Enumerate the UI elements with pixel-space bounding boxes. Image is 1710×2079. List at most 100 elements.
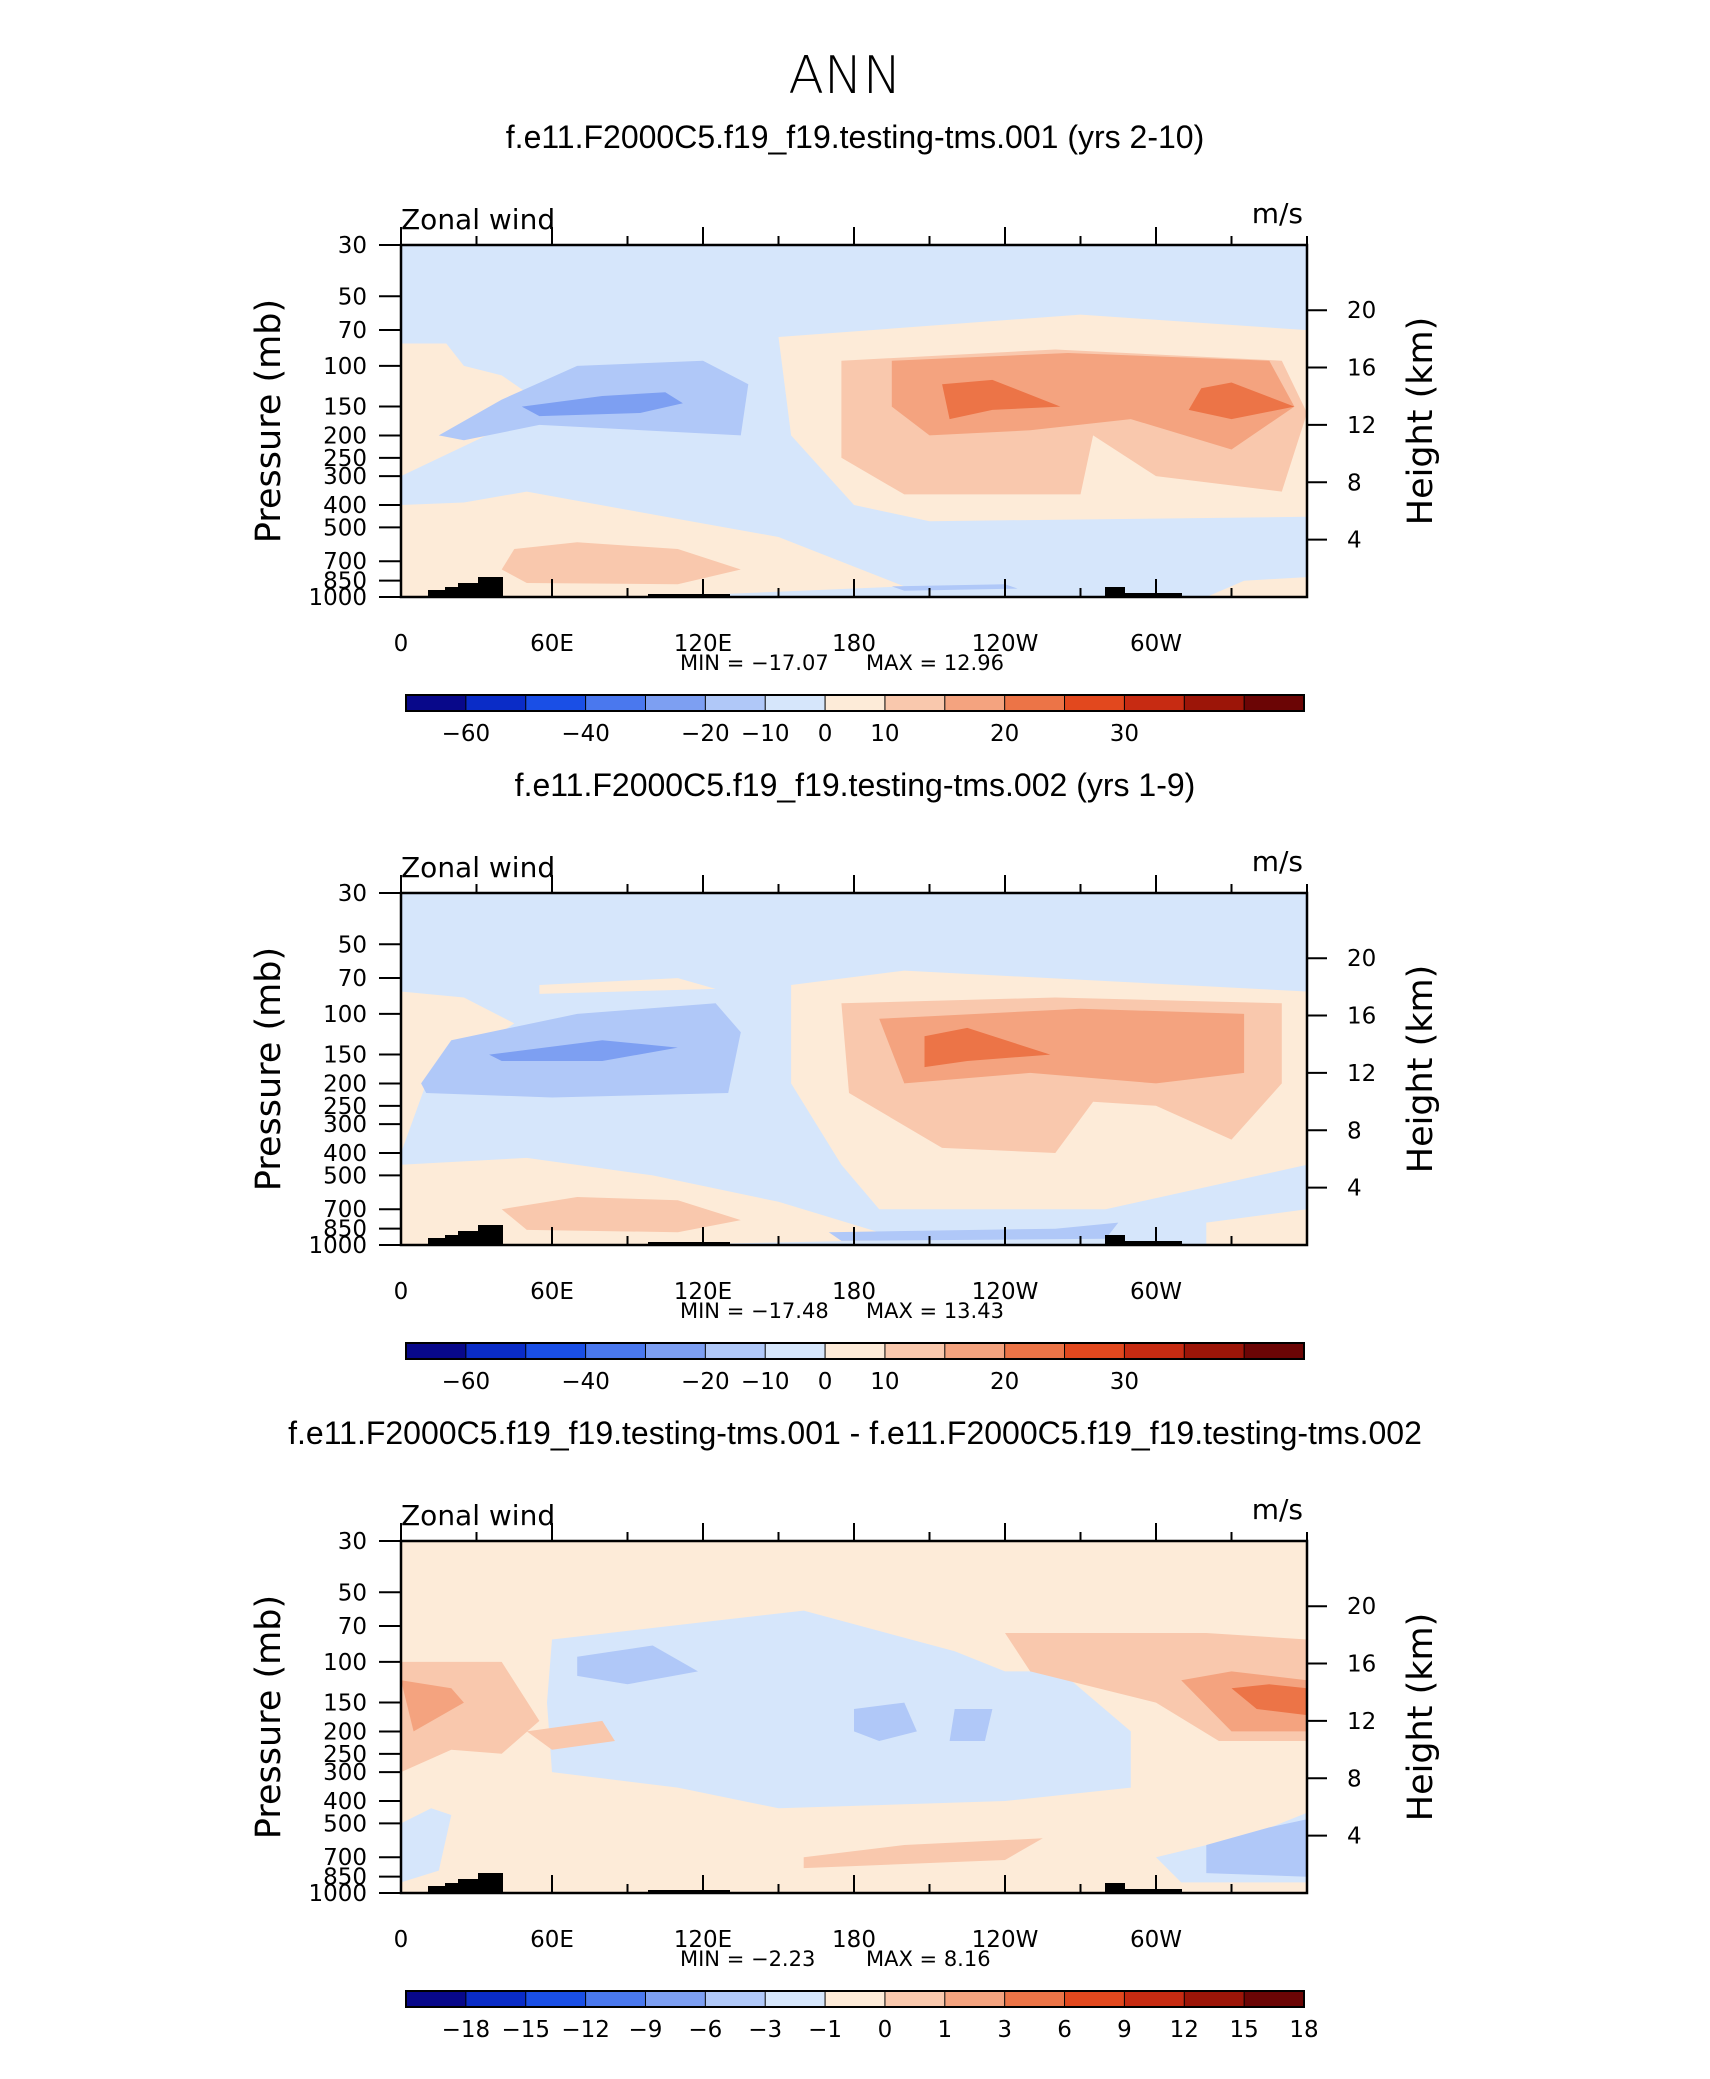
colorbar-swatch (644, 1990, 707, 2008)
region-westerly-west (401, 343, 547, 477)
terrain-block (648, 1890, 730, 1893)
colorbar-swatch (1123, 1990, 1186, 2008)
colorbar-swatch (1243, 694, 1305, 712)
colorbar-label: −9 (629, 2017, 663, 2043)
y-tick-label: 200 (323, 423, 367, 449)
y-tick-label: 500 (323, 1163, 367, 1189)
y-tick-label: 150 (323, 395, 367, 421)
colorbar-label: −10 (741, 1369, 790, 1395)
colorbar-swatch (884, 1990, 946, 2008)
y-tick-label: 150 (323, 1043, 367, 1069)
terrain-block (1125, 593, 1182, 597)
y-tick-label: 150 (323, 1691, 367, 1717)
min-label: MIN = −2.23 (680, 1947, 815, 1971)
colorbar-swatch (704, 1342, 767, 1360)
y2-axis: 20 16 12 8 4 Height (km) (1307, 1594, 1441, 1850)
y-tick-label: 700 (323, 1845, 367, 1871)
colorbar: −60 −40 −20 −10 0 10 20 30 (405, 694, 1305, 747)
y2-axis-title: Height (km) (1401, 1613, 1441, 1822)
colorbar-label: −15 (501, 2017, 550, 2043)
colorbar-swatch (644, 1342, 707, 1360)
region-neg-west (401, 1808, 452, 1883)
colorbar-label: −20 (681, 1369, 730, 1395)
region-upper-westerly (539, 978, 716, 994)
topography (428, 577, 1182, 597)
region-lower-west-10 (501, 1197, 741, 1233)
x-tick-label: 60E (530, 1927, 574, 1953)
topography (428, 1225, 1182, 1245)
terrain-block (445, 1883, 458, 1893)
colorbar-frame (405, 1990, 1305, 2008)
panel-1: f.e11.F2000C5.f19_f19.testing-tms.001 (y… (249, 119, 1441, 747)
colorbar-swatch (944, 694, 1006, 712)
terrain-block (1105, 1235, 1125, 1245)
colorbar-label: 20 (990, 1369, 1019, 1395)
colorbar-swatch (944, 1342, 1006, 1360)
y-tick-label: 300 (323, 1112, 367, 1138)
colorbar: −18 −15 −12 −9 −6 −3 −1 0 1 3 6 9 12 15 18 (405, 1990, 1319, 2043)
colorbar-swatch (644, 694, 707, 712)
variable-label: Zonal wind (401, 851, 555, 884)
x-tick-label: 120E (674, 1279, 732, 1305)
y-axis-title: Pressure (mb) (249, 299, 289, 543)
colorbar-label: −60 (442, 721, 491, 747)
panels: f.e11.F2000C5.f19_f19.testing-tms.001 (y… (249, 119, 1441, 2043)
colorbar-swatch (1183, 1990, 1246, 2008)
region-jet-core (924, 1027, 1051, 1068)
x-tick-label: 0 (394, 1927, 409, 1953)
max-label: MAX = 8.16 (866, 1947, 991, 1971)
colorbar-swatch (1123, 694, 1186, 712)
colorbar-swatch (405, 694, 467, 712)
y-tick-label: 100 (323, 1650, 367, 1676)
colorbar-swatch (465, 1990, 527, 2008)
terrain-block (478, 1873, 503, 1893)
x-axis: 0 60E 120E 180 120W 60W (394, 227, 1308, 657)
colorbar-swatch (884, 694, 946, 712)
y2-tick-label: 20 (1347, 946, 1376, 972)
y-tick-label: 50 (338, 284, 367, 310)
y2-tick-label: 8 (1347, 470, 1362, 496)
min-label: MIN = −17.48 (680, 1299, 829, 1323)
x-tick-label: 60W (1130, 1927, 1182, 1953)
y-tick-label: 850 (323, 1217, 367, 1243)
variable-label: Zonal wind (401, 1499, 555, 1532)
colorbar: −60 −40 −20 −10 0 10 20 30 (405, 1342, 1305, 1395)
min-label: MIN = −17.07 (680, 651, 829, 675)
terrain-block (445, 587, 458, 597)
x-tick-label: 0 (394, 631, 409, 657)
colorbar-label: 20 (990, 721, 1019, 747)
y-tick-label: 70 (338, 1614, 367, 1640)
y-tick-label: 300 (323, 464, 367, 490)
y2-tick-label: 4 (1347, 528, 1362, 554)
colorbar-label: 9 (1117, 2017, 1132, 2043)
terrain-block (648, 1242, 730, 1245)
colorbar-label: 0 (818, 721, 833, 747)
y-tick-label: 400 (323, 1141, 367, 1167)
terrain-block (458, 1879, 478, 1893)
units-label: m/s (1252, 1493, 1303, 1526)
y2-tick-label: 8 (1347, 1118, 1362, 1144)
y-tick-label: 400 (323, 493, 367, 519)
terrain-block (478, 577, 503, 597)
y-tick-label: 300 (323, 1760, 367, 1786)
colorbar-swatch (1004, 1990, 1066, 2008)
y-tick-label: 400 (323, 1789, 367, 1815)
colorbar-swatch (764, 694, 827, 712)
colorbar-label: −60 (442, 1369, 491, 1395)
colorbar-swatch (1183, 1342, 1246, 1360)
y-tick-label: 1000 (308, 1233, 367, 1259)
y-tick-label: 100 (323, 1002, 367, 1028)
region-neg-tropics (547, 1610, 1131, 1809)
region-westerly-west (401, 991, 515, 1153)
x-tick-label: 180 (832, 1279, 876, 1305)
figure-title: ANN (788, 46, 901, 106)
colorbar-frame (405, 1342, 1305, 1360)
y2-tick-label: 12 (1347, 1061, 1376, 1087)
variable-label: Zonal wind (401, 203, 555, 236)
colorbar-label: 10 (870, 1369, 899, 1395)
terrain-block (1125, 1241, 1182, 1245)
region-neg-mid (854, 1702, 917, 1741)
terrain-block (478, 1225, 503, 1245)
